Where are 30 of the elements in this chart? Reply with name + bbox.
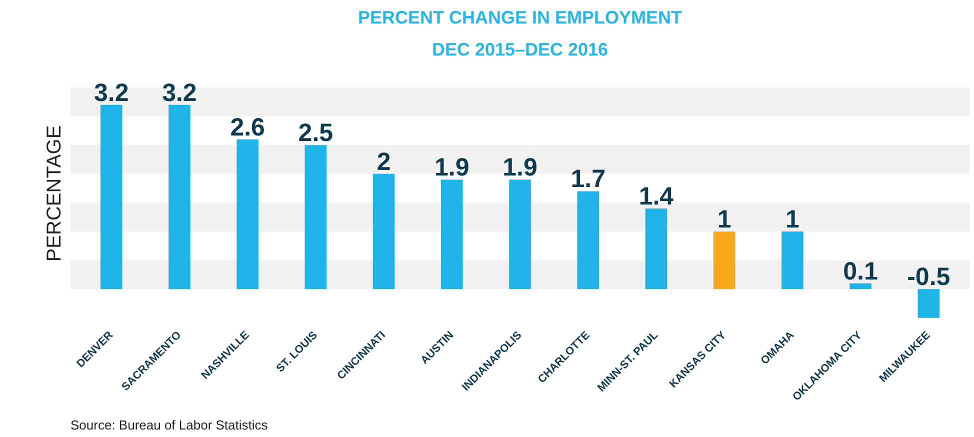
bar: [100, 104, 122, 290]
data-label: 1.9: [434, 154, 470, 182]
bar: [509, 180, 531, 290]
bar: [713, 232, 736, 290]
data-label: 2.6: [230, 113, 265, 142]
data-label: -0.5: [907, 263, 950, 292]
data-label: 2: [376, 148, 391, 176]
chart-subtitle: DEC 2015–DEC 2016: [432, 40, 608, 60]
chart-title: PERCENT CHANGE IN EMPLOYMENT: [358, 8, 682, 28]
bar: [782, 232, 804, 290]
y-axis-title: PERCENTAGE: [44, 125, 66, 262]
bar: [440, 180, 463, 290]
bar: [372, 174, 395, 290]
bar: [918, 289, 940, 318]
data-label: 1.4: [638, 182, 674, 210]
bar: [577, 191, 600, 290]
source-note: Source: Bureau of Labor Statistics: [70, 418, 268, 432]
bar: [850, 283, 872, 290]
data-label: 0.1: [843, 257, 878, 286]
data-label: 3.2: [162, 78, 197, 107]
bar: [236, 139, 258, 290]
bar: [168, 104, 190, 290]
bar: [304, 145, 327, 290]
data-label: 3.2: [94, 78, 129, 107]
bar: [645, 208, 668, 290]
data-label: 1.9: [502, 154, 538, 182]
data-label: 1: [785, 206, 800, 234]
data-label: 2.5: [298, 119, 334, 148]
data-label: 1: [717, 206, 732, 234]
data-label: 1.7: [570, 165, 606, 194]
